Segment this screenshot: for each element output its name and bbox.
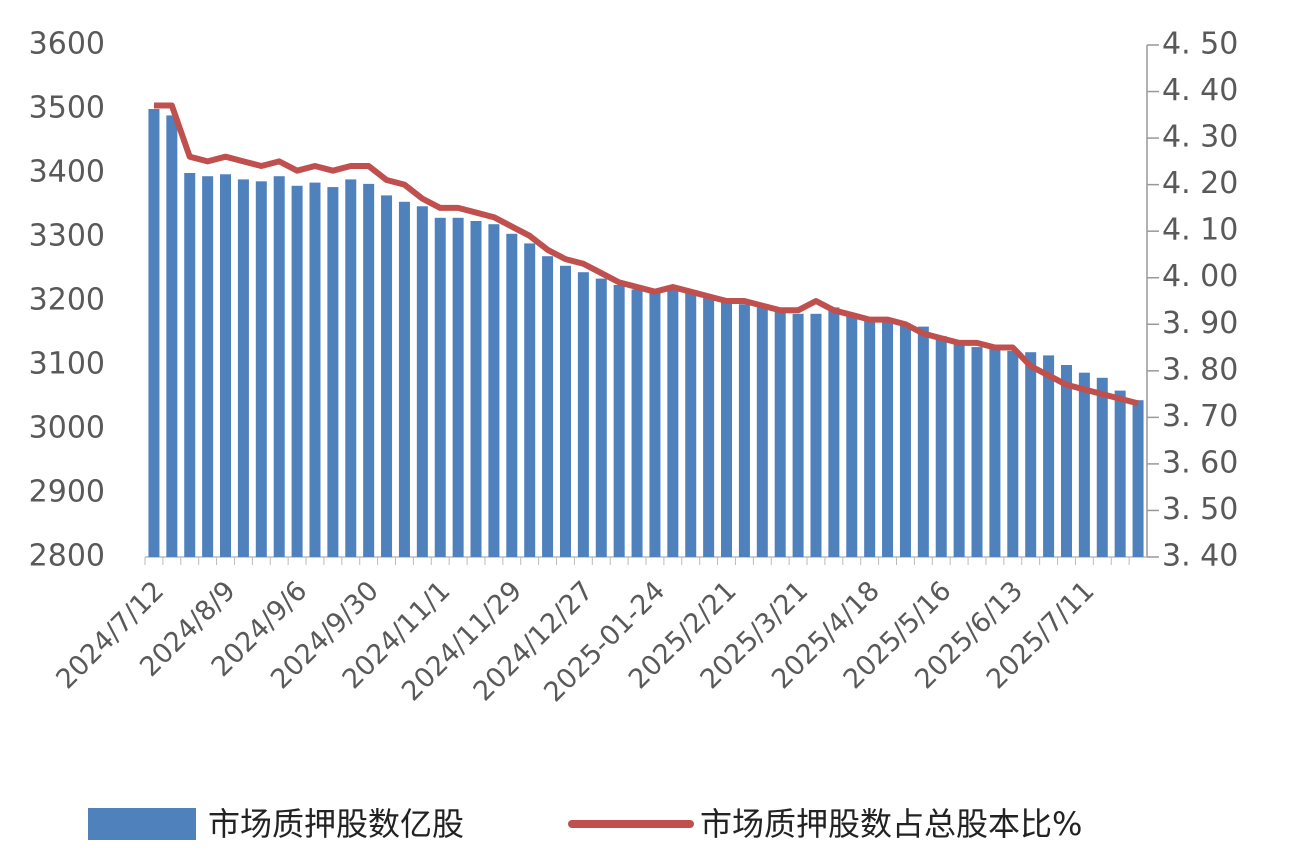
y2-tick-label: 4. 20: [1162, 166, 1238, 201]
bar: [202, 176, 214, 557]
bar: [255, 181, 267, 557]
bar: [1096, 377, 1108, 557]
y-tick-label: 3500: [29, 91, 105, 126]
bar: [703, 297, 715, 557]
y2-tick-label: 3. 80: [1162, 352, 1238, 387]
bar: [792, 313, 804, 557]
legend-label: 市场质押股数亿股: [208, 805, 464, 843]
bar: [667, 288, 679, 557]
y-tick-label: 3100: [29, 347, 105, 382]
bar: [542, 256, 554, 557]
bar: [1007, 350, 1019, 557]
bar: [989, 349, 1001, 557]
bar: [184, 173, 196, 557]
y2-tick-label: 4. 50: [1162, 27, 1238, 62]
bar: [631, 289, 643, 557]
y2-tick-label: 3. 60: [1162, 445, 1238, 480]
bar: [685, 291, 697, 557]
bar: [291, 185, 303, 558]
y-tick-label: 2800: [29, 539, 105, 574]
bar: [649, 291, 661, 557]
bar: [721, 301, 733, 557]
bar: [309, 182, 321, 557]
bar: [810, 313, 822, 557]
bar: [953, 342, 965, 557]
bar: [559, 265, 571, 557]
bar: [935, 336, 947, 557]
bar: [738, 304, 750, 557]
y-tick-label: 2900: [29, 475, 105, 510]
bar: [1078, 372, 1090, 557]
y2-tick-label: 4. 40: [1162, 73, 1238, 108]
y2-tick-label: 4. 10: [1162, 213, 1238, 248]
bar: [756, 304, 768, 557]
bar: [398, 201, 410, 558]
bar: [381, 195, 393, 557]
bar: [971, 347, 983, 557]
bar: [488, 224, 500, 557]
bar: [148, 109, 160, 557]
y-tick-label: 3600: [29, 27, 105, 62]
y2-tick-label: 3. 70: [1162, 399, 1238, 434]
bar: [470, 221, 482, 557]
bar: [864, 317, 876, 557]
bar: [595, 278, 607, 557]
bar: [452, 217, 464, 558]
legend-swatch: [88, 808, 196, 840]
bar: [828, 307, 840, 557]
y2-tick-label: 4. 00: [1162, 259, 1238, 294]
bar: [166, 115, 178, 558]
line: [153, 102, 1139, 407]
bar: [524, 243, 536, 557]
y-tick-label: 3200: [29, 283, 105, 318]
bar: [613, 285, 625, 557]
bar: [434, 217, 446, 558]
bar: [1060, 365, 1072, 557]
bar: [577, 272, 589, 557]
bar: [506, 233, 518, 558]
y-tick-label: 3300: [29, 219, 105, 254]
bar: [899, 323, 911, 557]
bar: [1114, 390, 1126, 557]
y-tick-label: 3400: [29, 155, 105, 190]
bar: [1025, 352, 1037, 557]
y2-tick-label: 4. 30: [1162, 120, 1238, 155]
y-tick-label: 3000: [29, 411, 105, 446]
bar: [846, 313, 858, 557]
bar: [327, 187, 339, 557]
bar: [1132, 400, 1144, 557]
bar: [1043, 355, 1055, 557]
bar: [917, 326, 929, 557]
bar: [220, 174, 232, 557]
bar: [416, 206, 428, 557]
y2-tick-label: 3. 50: [1162, 492, 1238, 527]
bar: [345, 179, 357, 557]
y2-tick-label: 3. 40: [1162, 539, 1238, 574]
bar: [237, 179, 249, 557]
bar: [774, 310, 786, 557]
y2-tick-label: 3. 90: [1162, 306, 1238, 341]
legend-label: 市场质押股数占总股本比%: [700, 805, 1082, 843]
bar: [882, 321, 894, 557]
bar: [273, 176, 285, 557]
bar: [363, 183, 375, 557]
